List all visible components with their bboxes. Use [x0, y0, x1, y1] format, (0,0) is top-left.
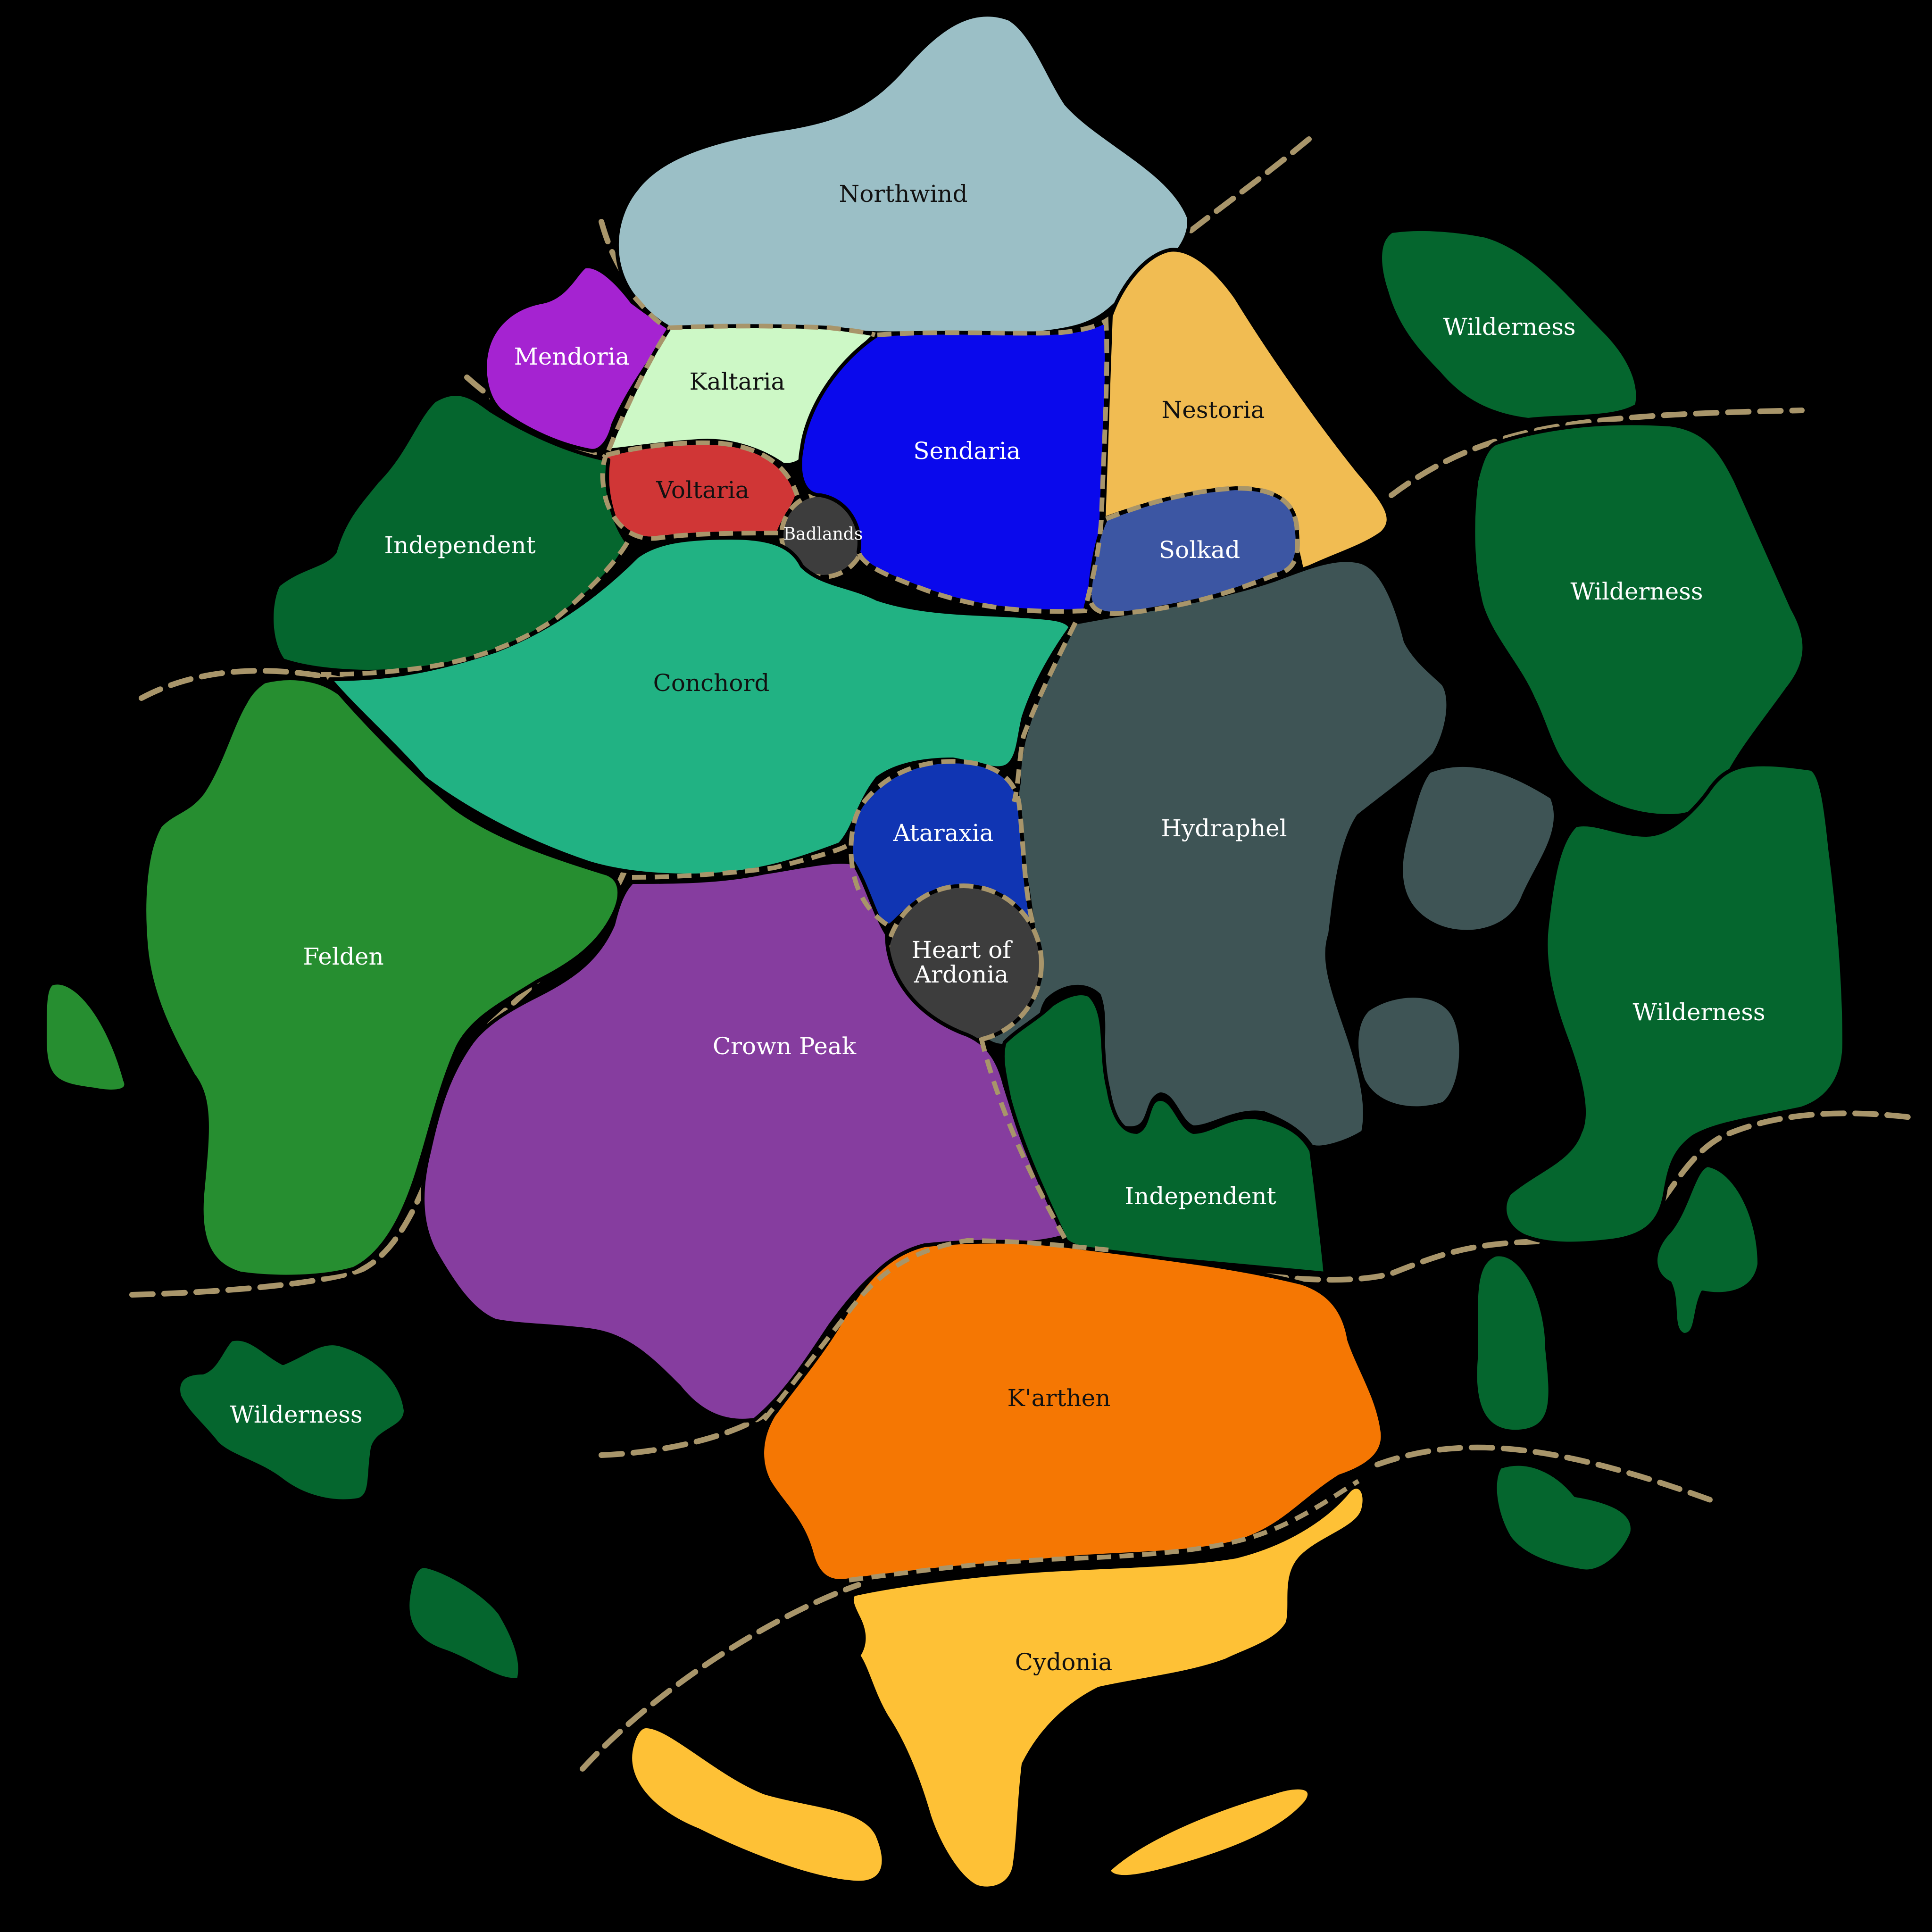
island-forest-south[interactable] [406, 1564, 522, 1682]
region-wilderness-ne[interactable] [1378, 227, 1640, 422]
island-cydonia-west[interactable] [628, 1724, 886, 1885]
northwind-nw-border [633, 295, 671, 330]
region-wilderness-se[interactable] [1503, 762, 1846, 1246]
ataraxia-border [849, 759, 1035, 927]
regions [142, 13, 1846, 1890]
island-hydraphel-2[interactable] [1355, 994, 1463, 1110]
border-line-southeast [1374, 1444, 1720, 1505]
karthen-south-border [849, 1479, 1360, 1582]
kaltaria-border [606, 324, 876, 451]
island-hydraphel-1[interactable] [1399, 763, 1558, 934]
solkad-border [1087, 485, 1300, 616]
island-forest-east-2[interactable] [1473, 1252, 1552, 1434]
region-wilderness-sw[interactable] [176, 1337, 408, 1503]
region-wilderness-e[interactable] [1471, 421, 1807, 818]
region-outline-borders [320, 295, 1360, 1582]
islands [43, 763, 1761, 1885]
conchord-south-border [632, 842, 851, 880]
voltaria-border [600, 440, 799, 541]
region-conchord[interactable] [328, 536, 1073, 877]
region-northwind[interactable] [615, 13, 1191, 337]
island-forest-east-3[interactable] [1493, 1462, 1634, 1574]
island-felden-west[interactable] [43, 981, 128, 1093]
border-line-far-south [580, 1582, 861, 1772]
region-crown-peak[interactable] [421, 860, 1068, 1423]
border-line-south [599, 1412, 767, 1458]
region-independent-se[interactable] [1000, 991, 1327, 1275]
crown-peak-east-border [979, 1037, 1068, 1242]
island-cydonia-east[interactable] [1107, 1785, 1311, 1879]
karthen-north-border [762, 1238, 1109, 1422]
region-felden[interactable] [142, 676, 622, 1279]
sendaria-border [856, 316, 1109, 614]
island-forest-east-1[interactable] [1654, 1163, 1761, 1337]
hydraphel-west-border [1012, 621, 1078, 803]
region-cydonia[interactable] [849, 1485, 1366, 1890]
conchord-north-border [320, 541, 630, 677]
